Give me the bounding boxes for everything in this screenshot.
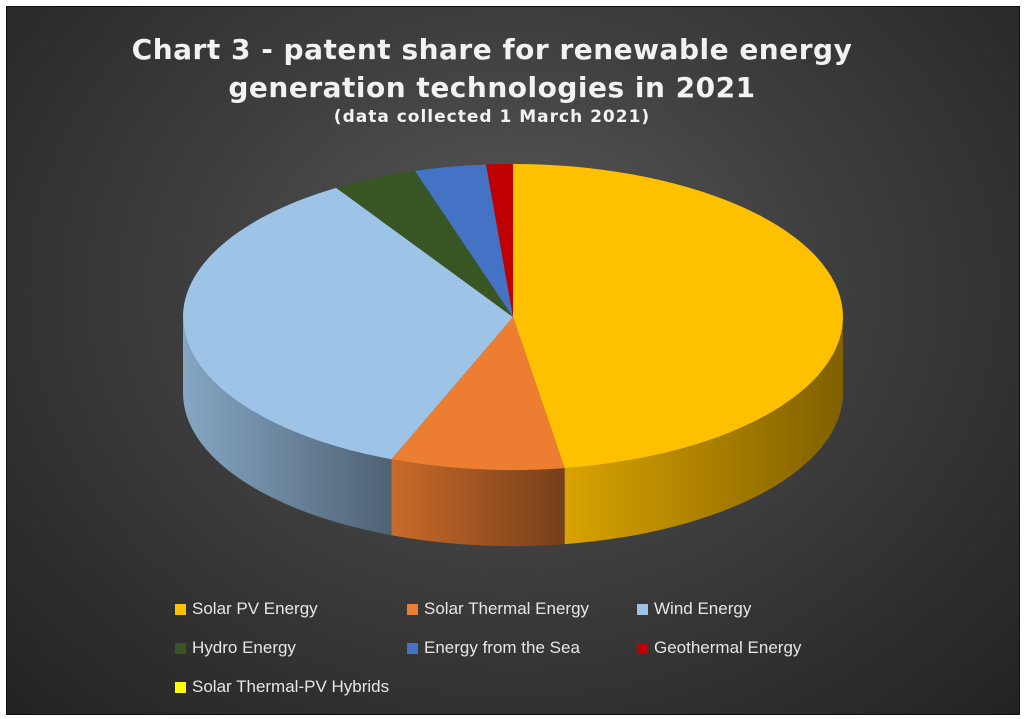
pie-slice-energy-from-the-sea: [414, 164, 513, 317]
pie-top: [182, 164, 843, 470]
chart-title-line1: Chart 3 - patent share for renewable ene…: [131, 33, 853, 66]
pie-side-solar-pv-energy: [564, 317, 843, 545]
chart-title: Chart 3 - patent share for renewable ene…: [7, 31, 977, 107]
pie-slice-geothermal-energy: [486, 164, 513, 317]
pie-slice-solar-thermal-energy: [391, 317, 565, 470]
pie-slice-wind-energy: [182, 187, 513, 460]
pie-slice-solar-pv-energy: [513, 164, 843, 469]
pie-side-wind-energy: [182, 317, 392, 536]
chart-subtitle: (data collected 1 March 2021): [333, 107, 651, 127]
pie-sides: [182, 317, 843, 546]
pie-slice-hydro-energy: [336, 170, 513, 317]
pie-side-solar-thermal-energy: [391, 459, 565, 546]
chart-title-line2: generation technologies in 2021: [228, 71, 756, 104]
chart-area: Chart 3 - patent share for renewable ene…: [6, 6, 1020, 715]
pie-chart: [182, 164, 843, 546]
